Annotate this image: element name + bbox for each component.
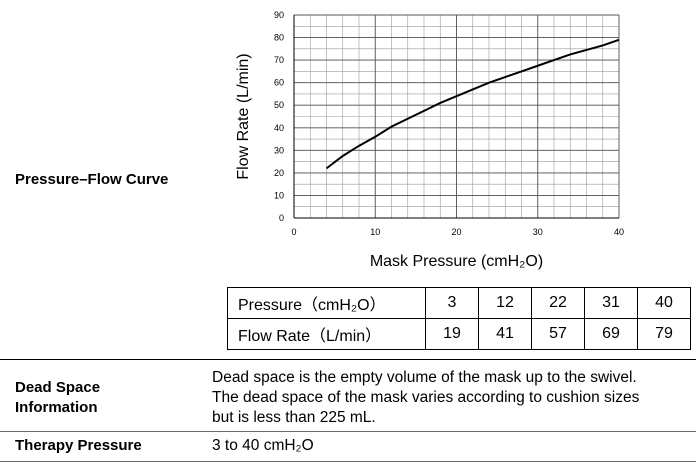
flow-value: 69 — [584, 318, 638, 350]
flow-row-header: Flow Rate（L/min） — [227, 318, 426, 350]
pressure-flow-chart: 0 10 20 30 40 0 10 20 30 40 50 60 70 80 90 Mask Pressur… — [235, 10, 624, 270]
x-tick-label: 30 — [533, 227, 543, 237]
flow-value: 57 — [531, 318, 585, 350]
y-tick-label: 90 — [274, 10, 284, 20]
flow-row: Flow Rate（L/min） 19 41 57 69 79 — [227, 318, 691, 350]
pressure-flow-table: Pressure（cmH₂O） 3 12 22 31 40 Flow Rate（… — [227, 287, 691, 350]
flow-value: 19 — [425, 318, 479, 350]
pressure-value: 40 — [637, 287, 691, 319]
y-tick-label: 10 — [274, 190, 284, 200]
x-tick-label: 40 — [614, 227, 624, 237]
dead-space-description: Dead space is the empty volume of the ma… — [212, 368, 639, 428]
section-divider — [0, 461, 696, 462]
y-tick-label: 50 — [274, 100, 284, 110]
therapy-pressure-value: 3 to 40 cmH₂O — [212, 437, 314, 454]
pressure-value: 31 — [584, 287, 638, 319]
y-tick-label: 20 — [274, 168, 284, 178]
pressure-value: 3 — [425, 287, 479, 319]
y-axis-title: Flow Rate (L/min) — [235, 53, 252, 179]
y-tick-label: 40 — [274, 123, 284, 133]
y-tick-label: 30 — [274, 145, 284, 155]
y-tick-label: 70 — [274, 55, 284, 65]
x-tick-label: 20 — [451, 227, 461, 237]
pressure-row: Pressure（cmH₂O） 3 12 22 31 40 — [227, 287, 691, 319]
x-tick-label: 0 — [291, 227, 296, 237]
therapy-pressure-label: Therapy Pressure — [15, 437, 142, 454]
x-tick-label: 10 — [370, 227, 380, 237]
dead-space-label-text: Dead Space Information — [15, 379, 101, 416]
dead-space-label: Dead Space Information — [15, 378, 125, 418]
x-axis-title: Mask Pressure (cmH₂O) — [370, 253, 543, 270]
section-divider — [0, 359, 696, 360]
y-tick-label: 60 — [274, 78, 284, 88]
section-divider — [0, 431, 696, 432]
series-line-flow — [325, 38, 620, 170]
y-tick-label: 0 — [279, 213, 284, 223]
y-tick-label: 80 — [274, 33, 284, 43]
dead-space-line: Dead space is the empty volume of the ma… — [212, 369, 637, 386]
pressure-value: 12 — [478, 287, 532, 319]
pressure-flow-curve-label: Pressure–Flow Curve — [15, 171, 169, 188]
flow-value: 79 — [637, 318, 691, 350]
dead-space-line: but is less than 225 mL. — [212, 409, 376, 426]
dead-space-line: The dead space of the mask varies accord… — [212, 389, 640, 406]
pressure-row-header: Pressure（cmH₂O） — [227, 287, 426, 319]
pressure-value: 22 — [531, 287, 585, 319]
flow-value: 41 — [478, 318, 532, 350]
